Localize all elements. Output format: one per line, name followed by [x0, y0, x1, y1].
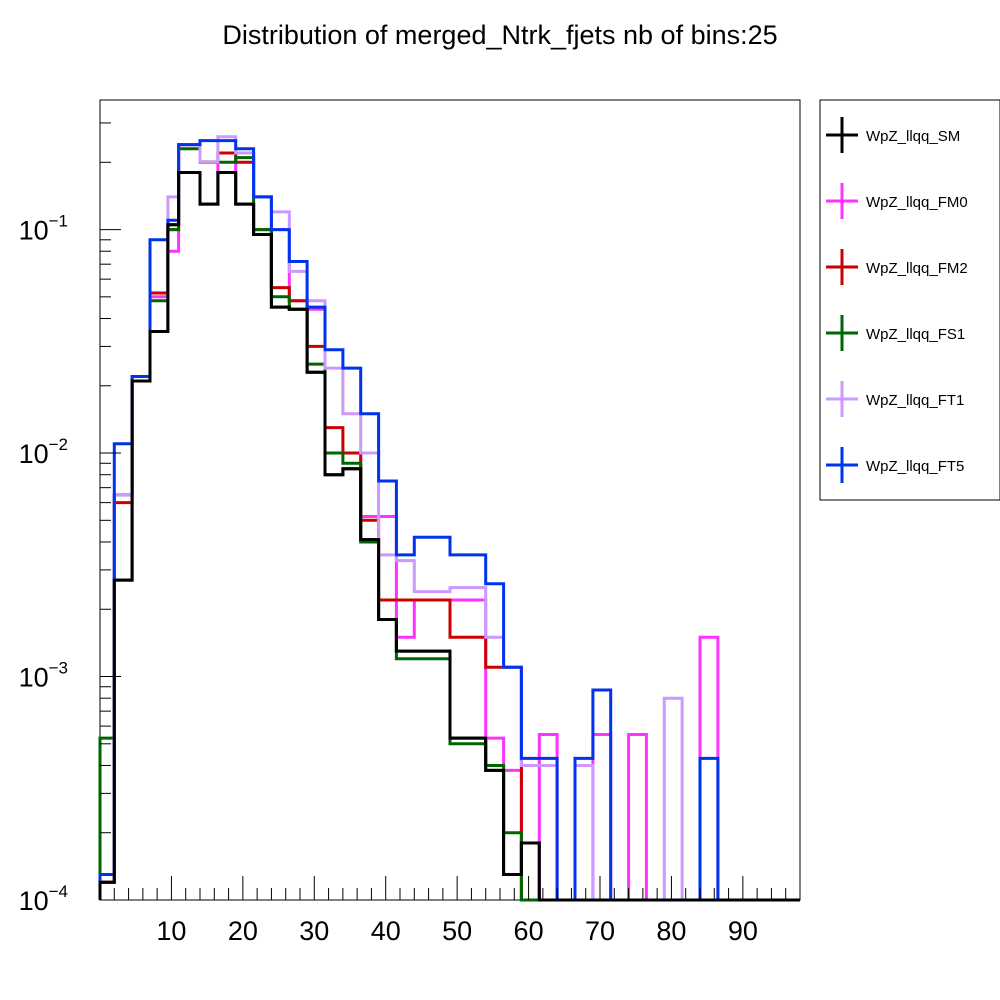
legend-label: WpZ_llqq_SM	[866, 128, 960, 145]
legend-label: WpZ_llqq_FM0	[866, 194, 968, 211]
x-tick-label: 70	[585, 916, 615, 946]
y-tick-label: 10−4	[19, 882, 68, 916]
legend-box	[819, 99, 1000, 501]
histogram-series	[98, 135, 800, 902]
x-tick-label: 50	[442, 916, 472, 946]
x-tick-label: 10	[156, 916, 186, 946]
legend-label: WpZ_llqq_FM2	[866, 260, 968, 277]
x-tick-label: 80	[656, 916, 686, 946]
y-tick-label: 10−1	[19, 212, 68, 246]
x-tick-label: 90	[728, 916, 758, 946]
y-tick-label: 10−2	[19, 435, 68, 469]
legend-label: WpZ_llqq_FT1	[866, 392, 964, 409]
axes: 10 20 30 40 50 60 70 80 90 10−4 10−3 10−2 10−1	[19, 122, 787, 946]
legend-label: WpZ_llqq_FT5	[866, 458, 964, 475]
y-tick-label: 10−3	[19, 659, 68, 693]
chart-title: Distribution of merged_Ntrk_fjets nb of …	[222, 20, 777, 50]
legend-label: WpZ_llqq_FS1	[866, 326, 965, 343]
legend: WpZ_llqq_SM WpZ_llqq_FM0 WpZ_llqq_FM2 WpZ_l…	[826, 117, 968, 483]
x-tick-label: 20	[228, 916, 258, 946]
x-tick-label: 30	[299, 916, 329, 946]
series-line-wpz-llqq-sm-top	[98, 171, 800, 902]
x-tick-label: 60	[514, 916, 544, 946]
plot-frame	[99, 99, 801, 901]
x-tick-label: 40	[371, 916, 401, 946]
